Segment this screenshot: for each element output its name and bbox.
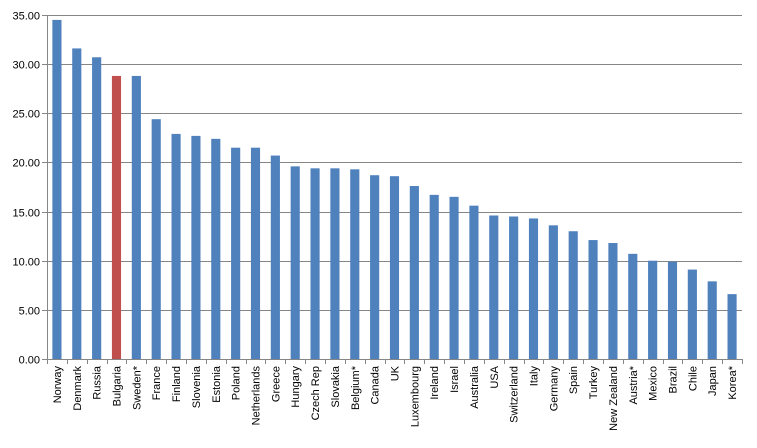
bar-belgium	[350, 169, 360, 359]
x-category-label: Czech Rep	[310, 366, 322, 420]
y-tick-label: 15.00	[12, 208, 40, 220]
bar-luxembourg	[409, 186, 419, 359]
x-category-label: Norway	[52, 366, 64, 404]
bar-ireland	[429, 194, 439, 359]
x-category-label: Greece	[270, 366, 282, 402]
y-tick-label: 5.00	[19, 306, 40, 318]
bar-austria	[628, 253, 638, 359]
x-category-label: Mexico	[648, 366, 660, 401]
y-tick-label: 25.00	[12, 109, 40, 121]
bar-russia	[92, 57, 102, 359]
x-category-label: Netherlands	[251, 366, 263, 426]
x-category-label: Austria*	[628, 365, 640, 404]
x-category-label: Switzerland	[509, 366, 521, 423]
bar-slovakia	[330, 168, 340, 359]
bar-norway	[52, 19, 62, 359]
x-category-label: USA	[489, 365, 501, 388]
x-category-label: Australia	[469, 365, 481, 409]
bar-sweden	[131, 75, 141, 359]
bar-denmark	[72, 48, 82, 360]
bar-usa	[489, 215, 499, 359]
x-category-label: Slovenia	[191, 365, 203, 408]
bar-czech-rep	[310, 168, 320, 359]
bar-france	[151, 119, 161, 360]
bar-spain	[568, 231, 578, 359]
x-category-label: Germany	[548, 366, 560, 412]
y-tick-label: 20.00	[12, 158, 40, 170]
x-category-label: Poland	[231, 366, 243, 400]
x-category-label: Korea*	[727, 365, 739, 399]
bar-bulgaria	[111, 75, 122, 359]
y-tick-label: 0.00	[19, 355, 40, 367]
y-tick-label: 30.00	[12, 60, 40, 72]
bar-netherlands	[250, 147, 261, 359]
x-category-label: Turkey	[588, 366, 600, 400]
axes	[47, 15, 743, 364]
x-category-label: Chile	[687, 366, 699, 391]
bar-canada	[370, 175, 380, 359]
bar-new-zealand	[608, 243, 618, 359]
x-category-label: Estonia	[211, 365, 223, 403]
x-category-label: Canada	[370, 365, 382, 404]
y-tick-labels: 0.00 5.00 10.00 15.00 20.00 25.00 30.00 35.00	[12, 11, 40, 367]
x-category-label: Sweden*	[131, 365, 143, 410]
x-category-label: Italy	[529, 366, 541, 387]
bar-chile	[687, 269, 697, 359]
bar-uk	[389, 176, 400, 359]
bar-switzerland	[509, 216, 519, 359]
x-category-labels: Norway Denmark Russia Bulgaria Sweden* France…	[52, 365, 739, 431]
x-category-label: Spain	[568, 366, 580, 394]
x-category-label: Slovakia	[330, 365, 342, 407]
x-category-label: UK	[390, 365, 402, 381]
bar-mexico	[648, 260, 658, 359]
x-category-label: Ireland	[429, 366, 441, 400]
bar-japan	[707, 281, 717, 359]
x-category-label: Russia	[92, 365, 104, 400]
x-category-label: Israel	[449, 366, 461, 393]
bar-estonia	[211, 138, 221, 359]
bar-brazil	[667, 261, 678, 359]
y-tick-label: 35.00	[12, 11, 40, 23]
x-category-label: Denmark	[72, 366, 84, 411]
x-category-label: Hungary	[290, 366, 302, 408]
x-category-label: Finland	[171, 366, 183, 402]
bar-poland	[231, 147, 241, 359]
bar-germany	[548, 225, 558, 359]
bar-israel	[449, 196, 459, 359]
bar-hungary	[290, 166, 300, 359]
x-category-label: Luxembourg	[409, 366, 421, 427]
bar-korea	[727, 294, 737, 359]
bar-turkey	[588, 240, 598, 359]
y-tick-label: 10.00	[12, 257, 40, 269]
bar-australia	[469, 205, 479, 359]
x-category-label: France	[151, 366, 163, 400]
bar-greece	[270, 155, 280, 359]
bar-finland	[171, 133, 181, 359]
x-category-label: Japan	[707, 366, 719, 396]
x-category-label: Belgium*	[350, 365, 362, 410]
x-category-label: New Zealand	[608, 366, 620, 431]
x-category-label: Brazil	[668, 366, 680, 394]
bar-italy	[528, 218, 539, 359]
bar-slovenia	[191, 135, 201, 359]
bars	[52, 19, 737, 360]
x-category-label: Bulgaria	[112, 365, 124, 406]
